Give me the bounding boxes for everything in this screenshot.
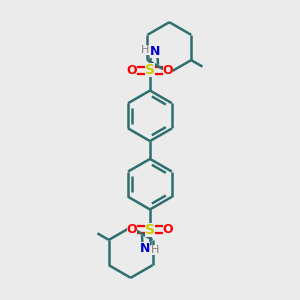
Text: H: H — [151, 245, 160, 255]
Text: N: N — [150, 45, 161, 58]
Text: H: H — [140, 45, 149, 55]
Text: S: S — [145, 223, 155, 237]
Text: S: S — [145, 63, 155, 77]
Text: O: O — [127, 64, 137, 77]
Text: O: O — [163, 64, 173, 77]
Text: O: O — [163, 223, 173, 236]
Text: N: N — [140, 242, 150, 255]
Text: O: O — [127, 223, 137, 236]
